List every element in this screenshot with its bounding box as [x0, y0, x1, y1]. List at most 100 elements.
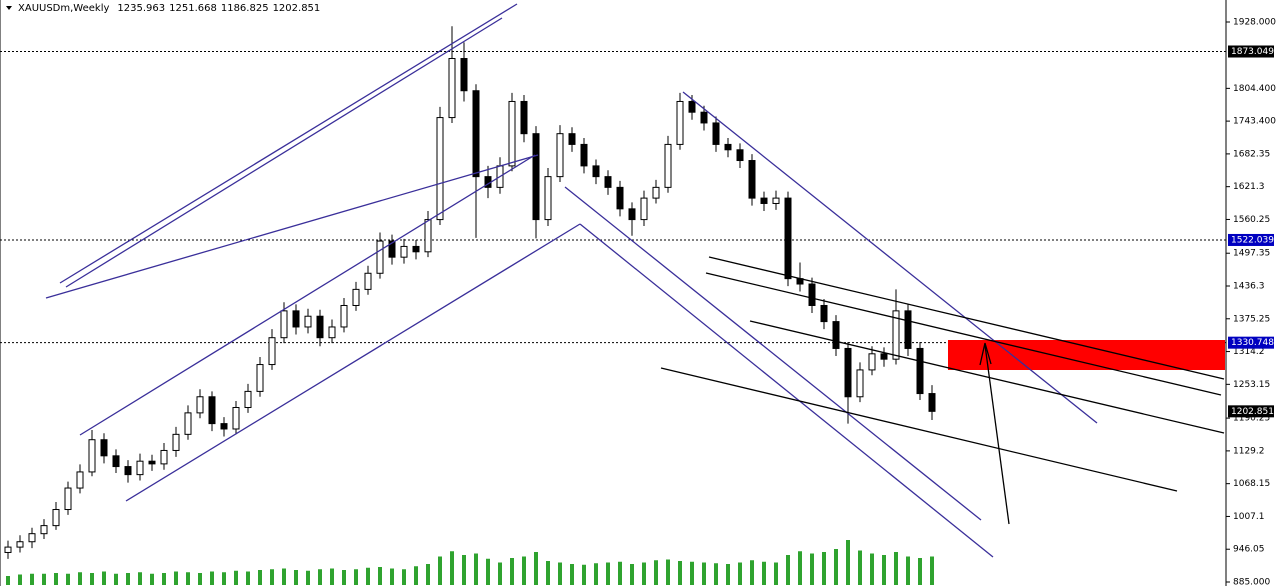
- volume-bar: [414, 566, 418, 585]
- volume-bar: [114, 573, 118, 585]
- candle-body: [556, 133, 564, 178]
- price-marker-label: 1873.049: [1231, 47, 1274, 57]
- volume-bar: [762, 561, 766, 585]
- channel-lines: [45, 3, 1098, 558]
- menu-arrow[interactable]: [6, 6, 12, 10]
- candle-body: [760, 197, 768, 204]
- candle-body: [508, 100, 516, 167]
- candle-body: [832, 321, 840, 349]
- volume-bar: [18, 574, 22, 585]
- volume-bar: [174, 571, 178, 585]
- y-tick-label: 1804.400: [1233, 84, 1276, 94]
- candle-body: [280, 310, 288, 339]
- candle-body: [592, 165, 600, 178]
- y-tick-label: 1068.15: [1233, 479, 1270, 489]
- candle-body: [52, 509, 60, 527]
- volume-bar: [870, 553, 874, 585]
- volume-bar: [726, 564, 730, 585]
- volume-bar: [594, 563, 598, 585]
- candle-body: [184, 412, 192, 435]
- candle-body: [136, 460, 144, 476]
- candle-body: [40, 525, 48, 535]
- candle-body: [700, 111, 708, 124]
- volume-bar: [798, 551, 802, 585]
- candle-body: [856, 369, 864, 398]
- candle-body: [844, 347, 852, 398]
- candle-body: [448, 58, 456, 119]
- candle-body: [640, 197, 648, 221]
- volume-bar: [330, 568, 334, 585]
- volume-bar: [486, 558, 490, 585]
- price-marker-label: 1330.748: [1231, 338, 1274, 348]
- volume-bar: [570, 564, 574, 585]
- volume-bar: [642, 562, 646, 585]
- volume-bar: [822, 552, 826, 585]
- candle-body: [808, 283, 816, 306]
- candle-body: [748, 160, 756, 199]
- volume-bar: [678, 561, 682, 585]
- volume-bar: [246, 571, 250, 585]
- candle-body: [676, 100, 684, 145]
- volume-bar: [558, 562, 562, 585]
- price-marker: [1228, 336, 1274, 349]
- candle-body: [628, 208, 636, 221]
- candle-body: [436, 117, 444, 221]
- candle-body: [652, 186, 660, 199]
- candle-body: [736, 149, 744, 162]
- candle-body: [268, 337, 276, 366]
- candle-body: [364, 272, 372, 290]
- volume-bar: [522, 556, 526, 585]
- candle-body: [568, 133, 576, 145]
- y-tick-label: 1129.2: [1233, 446, 1265, 456]
- candle-body: [904, 310, 912, 349]
- volume-bar: [534, 552, 538, 585]
- candle-body: [880, 353, 888, 360]
- volume-bar: [162, 573, 166, 585]
- candle-body: [868, 353, 876, 371]
- volume-bar: [390, 568, 394, 585]
- volume-bar: [654, 560, 658, 585]
- y-tick-label: 1253.15: [1233, 380, 1270, 390]
- volume-bar: [666, 559, 670, 585]
- y-tick-label: 885.000: [1233, 578, 1270, 586]
- volume-bar: [426, 564, 430, 585]
- y-tick-label: 946.05: [1233, 545, 1265, 555]
- volume-bar: [186, 572, 190, 585]
- volume-bar: [354, 569, 358, 585]
- candle-body: [160, 449, 168, 465]
- volume-bar: [510, 558, 514, 585]
- volume-bar: [498, 562, 502, 585]
- volume-bar: [90, 573, 94, 585]
- candle-body: [412, 245, 420, 253]
- candle-body: [64, 487, 72, 511]
- volume-bar: [930, 556, 934, 585]
- volume-bar: [774, 562, 778, 585]
- candle-body: [388, 240, 396, 258]
- candle-body: [580, 143, 588, 167]
- volume-bar: [702, 562, 706, 585]
- candle-body: [232, 407, 240, 430]
- y-tick-label: 1190.25: [1233, 414, 1270, 424]
- candle-body: [148, 460, 156, 465]
- volume-bar: [906, 556, 910, 585]
- volume-bar: [150, 573, 154, 585]
- candle-body: [916, 347, 924, 395]
- candle-body: [16, 541, 24, 548]
- candle-body: [76, 471, 84, 489]
- volume-bar: [882, 555, 886, 585]
- volume-bar: [618, 561, 622, 585]
- candle-body: [100, 439, 108, 457]
- volume-bar: [234, 570, 238, 585]
- y-tick-label: 1497.35: [1233, 249, 1270, 259]
- volume-bar: [810, 553, 814, 585]
- volume-bar: [198, 573, 202, 585]
- candle-body: [544, 176, 552, 221]
- volume-bar: [438, 556, 442, 585]
- volume-bar: [474, 553, 478, 585]
- volume-bar: [918, 558, 922, 585]
- volume-bar: [342, 570, 346, 585]
- y-tick-label: 1928.000: [1233, 18, 1276, 28]
- candle-body: [28, 533, 36, 543]
- volume-bar: [294, 570, 298, 585]
